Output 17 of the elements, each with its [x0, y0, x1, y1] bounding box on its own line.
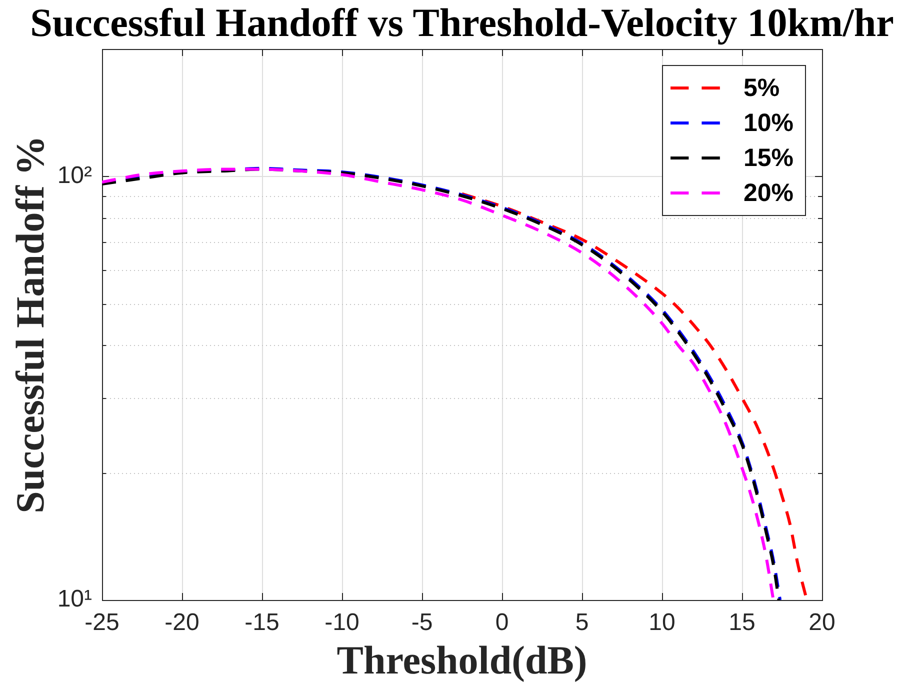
- legend-label: 20%: [744, 178, 794, 207]
- y-tick-label: 10²: [57, 162, 92, 190]
- x-tick-label: -15: [244, 609, 280, 636]
- legend-label: 10%: [744, 108, 794, 137]
- x-axis-title: Threshold(dB): [336, 637, 588, 682]
- legend-label: 15%: [744, 144, 794, 172]
- x-tick-label: 5: [575, 609, 589, 636]
- legend-label: 5%: [744, 74, 780, 102]
- x-tick-label: 20: [808, 609, 836, 636]
- x-tick-label: -20: [164, 609, 200, 636]
- y-axis-title: Successful Handoff %: [7, 136, 52, 514]
- x-tick-label: 10: [648, 609, 676, 636]
- chart-title: Successful Handoff vs Threshold-Velocity 10km/hr: [30, 0, 894, 45]
- x-tick-label: 15: [728, 609, 756, 636]
- x-tick-label: -5: [411, 609, 433, 636]
- x-tick-label: 0: [495, 609, 509, 636]
- x-tick-label: -10: [324, 609, 360, 636]
